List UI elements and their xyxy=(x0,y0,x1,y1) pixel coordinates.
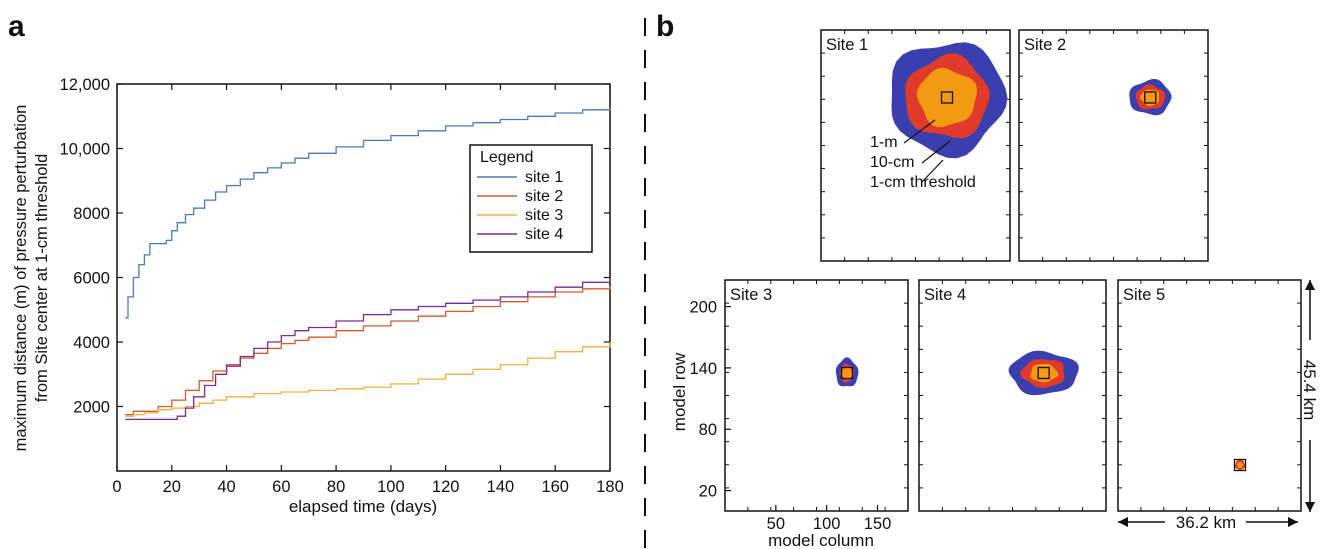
height-scale-arrow-top xyxy=(1305,280,1315,290)
y-axis-label-line1: maximum distance (m) of pressure perturb… xyxy=(12,105,30,452)
model-row-tick-label: 20 xyxy=(699,483,717,501)
site-center-marker xyxy=(1144,91,1157,104)
x-tick-label: 100 xyxy=(377,478,405,496)
panel-label-a: a xyxy=(8,10,25,43)
annotation-1cm-leader xyxy=(921,159,944,183)
legend: Legend site 1 site 2 site 3 site 4 xyxy=(469,144,593,253)
site-center-marker xyxy=(1037,366,1050,380)
site-map-frame xyxy=(724,279,909,512)
model-row-label: model row xyxy=(670,352,689,431)
series-line-site2 xyxy=(125,285,611,416)
site-map-title: Site 4 xyxy=(924,286,966,304)
width-scale-bar: 36.2 km xyxy=(1118,513,1298,532)
site-map-site3: Site 3 xyxy=(724,279,909,512)
site-map-site1: Site 1 xyxy=(820,29,1011,262)
annotation-10cm-leader xyxy=(921,140,951,164)
model-row-tick-label: 200 xyxy=(689,299,717,317)
threshold-annotations: 1-m 10-cm 1-cm threshold xyxy=(870,119,976,191)
model-row-tick-label: 140 xyxy=(689,360,717,378)
x-tick-label: 20 xyxy=(163,478,181,496)
panel-label-b: b xyxy=(656,10,674,43)
annotation-10cm: 10-cm xyxy=(870,154,914,171)
model-column-tick-label: 50 xyxy=(767,515,785,533)
x-tick-label: 40 xyxy=(217,478,235,496)
line-chart-panel: 0 20 40 60 80 100 120 140 160 180 2000 4000 6000 8000… xyxy=(12,76,624,516)
site-maps-panel: Site 1 Site 2 Site 3 Site 4 Site 5 1-m 1… xyxy=(670,29,1319,549)
x-axis-label: elapsed time (days) xyxy=(289,497,437,516)
width-scale-arrow-left xyxy=(1118,517,1128,527)
site-map-site4: Site 4 xyxy=(918,279,1107,512)
site-center-marker xyxy=(940,91,954,104)
site-map-title: Site 1 xyxy=(826,36,868,54)
annotation-1m-leader xyxy=(903,119,936,144)
site-map-title: Site 5 xyxy=(1123,286,1165,304)
height-scale-arrow-bottom xyxy=(1305,502,1315,512)
series-line-site3 xyxy=(125,342,611,417)
threshold-1m-region xyxy=(1030,363,1059,383)
site-map-site2: Site 2 xyxy=(1018,29,1209,262)
model-column-label: model column xyxy=(768,531,874,549)
site-map-frame xyxy=(918,279,1107,512)
threshold-1m-region xyxy=(841,367,853,380)
data-lines xyxy=(125,108,611,421)
site-map-frame xyxy=(1117,279,1302,512)
y-tick-label: 2000 xyxy=(73,399,110,417)
legend-entry-site1: site 1 xyxy=(525,169,563,186)
legend-title: Legend xyxy=(480,149,533,166)
site-map-title: Site 3 xyxy=(730,286,772,304)
x-tick-label: 180 xyxy=(596,478,624,496)
width-scale-arrow-right xyxy=(1288,517,1298,527)
legend-entry-site2: site 2 xyxy=(525,188,563,205)
y-tick-label: 8000 xyxy=(73,205,110,223)
x-tick-label: 140 xyxy=(487,478,515,496)
site-center-marker xyxy=(840,366,854,380)
height-scale-bar: 45.4 km xyxy=(1300,280,1319,512)
threshold-1m-region xyxy=(916,67,977,128)
annotation-1cm: 1-cm threshold xyxy=(870,174,976,191)
x-tick-label: 0 xyxy=(112,478,121,496)
site-map-site5: Site 5 xyxy=(1117,279,1302,512)
site-map-frame xyxy=(1018,29,1209,262)
y-tick-label: 10,000 xyxy=(60,141,110,159)
x-tick-label: 80 xyxy=(327,478,345,496)
legend-entry-site4: site 4 xyxy=(525,226,563,243)
width-scale-label: 36.2 km xyxy=(1176,513,1236,532)
legend-entry-site3: site 3 xyxy=(525,207,563,224)
model-axes: 50 100 150 20 80 140 200 xyxy=(689,299,891,533)
site-map-title: Site 2 xyxy=(1024,36,1066,54)
y-axis-label-line2: from Site center at 1-cm threshold xyxy=(33,154,51,403)
model-column-tick-label: 100 xyxy=(813,515,841,533)
y-tick-label: 12,000 xyxy=(60,76,110,94)
y-tick-label: 6000 xyxy=(73,270,110,288)
annotation-1m: 1-m xyxy=(870,134,898,151)
x-tick-label: 160 xyxy=(541,478,569,496)
model-column-tick-label: 150 xyxy=(864,515,892,533)
threshold-1m-region xyxy=(1237,461,1244,469)
x-tick-label: 60 xyxy=(272,478,290,496)
axis-ticks: 0 20 40 60 80 100 120 140 160 180 2000 4000 6000 8000… xyxy=(60,76,624,496)
height-scale-label: 45.4 km xyxy=(1300,360,1319,420)
y-tick-label: 4000 xyxy=(73,334,110,352)
model-row-tick-label: 80 xyxy=(699,421,717,439)
x-tick-label: 120 xyxy=(432,478,460,496)
series-line-site1 xyxy=(125,108,611,319)
series-line-site4 xyxy=(125,277,611,421)
site-center-marker xyxy=(1233,458,1247,472)
